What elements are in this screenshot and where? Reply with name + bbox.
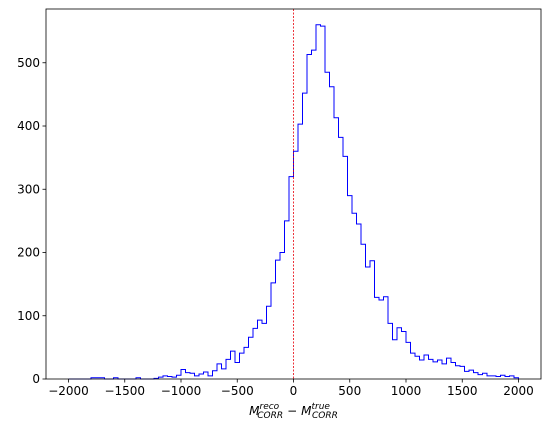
x-tick-label: 1000: [391, 384, 422, 398]
plot-area: [46, 9, 541, 379]
x-axis-label: Mreco CORR − Mtrue CORR: [249, 402, 338, 421]
x-tick-label: −500: [221, 384, 254, 398]
x-tick-label: 1500: [447, 384, 478, 398]
x-label-operator: −: [287, 404, 297, 418]
x-label-base-2: M: [301, 404, 312, 418]
x-tick-label: −1000: [161, 384, 202, 398]
x-tick-label: 0: [290, 384, 298, 398]
y-tick-label: 500: [17, 56, 40, 70]
y-tick-label: 100: [17, 309, 40, 323]
x-tick-label: 500: [338, 384, 361, 398]
x-tick-label: −2000: [48, 384, 89, 398]
x-label-sup-2: true: [312, 402, 331, 412]
y-tick-label: 200: [17, 246, 40, 260]
x-tick-label: 2000: [503, 384, 534, 398]
x-axis: −2000 −1500 −1000 −500 0 500 1000 1500 2000: [48, 379, 534, 398]
x-tick-label: −1500: [104, 384, 145, 398]
x-label-sub-1: CORR: [257, 411, 283, 421]
x-label-sub-2: CORR: [312, 411, 338, 421]
x-label-base-1: M: [249, 404, 260, 418]
histogram-step-line: [68, 24, 519, 380]
x-label-sup-1: reco: [260, 402, 280, 412]
y-tick-label: 0: [32, 372, 40, 386]
y-tick-label: 300: [17, 182, 40, 196]
y-axis: 0 100 200 300 400 500: [17, 56, 46, 386]
y-tick-label: 400: [17, 119, 40, 133]
